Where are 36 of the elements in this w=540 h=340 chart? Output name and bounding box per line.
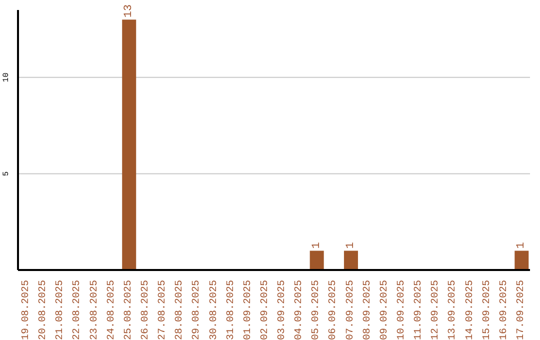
x-tick-label: 05.09.2025 [311, 280, 322, 340]
x-tick-label: 09.09.2025 [379, 280, 390, 340]
x-tick-label: 12.09.2025 [430, 280, 442, 340]
x-tick-label: 02.09.2025 [260, 280, 271, 340]
data-label: 1 [344, 242, 357, 249]
x-tick-label: 28.08.2025 [174, 280, 186, 340]
y-tick-label: 5 [2, 171, 11, 176]
x-tick-label: 23.08.2025 [89, 280, 100, 340]
x-tick-label: 01.09.2025 [242, 280, 254, 340]
x-tick-label: 27.08.2025 [158, 280, 169, 340]
x-tick-label: 08.09.2025 [362, 280, 374, 340]
x-tick-label: 21.08.2025 [55, 280, 66, 340]
x-tick-label: 25.08.2025 [123, 280, 134, 340]
x-tick-label: 31.08.2025 [226, 280, 237, 340]
x-tick-label: 22.08.2025 [72, 280, 84, 340]
x-tick-label: 03.09.2025 [277, 280, 288, 340]
x-tick-label: 20.08.2025 [38, 280, 50, 340]
x-tick-label: 17.09.2025 [516, 280, 527, 340]
data-label: 13 [123, 4, 136, 18]
x-tick-label: 24.08.2025 [106, 280, 118, 340]
x-tick-label: 26.08.2025 [140, 280, 152, 340]
x-tick-label: 04.09.2025 [294, 280, 306, 340]
x-tick-label: 30.08.2025 [208, 280, 220, 340]
data-label: 1 [516, 242, 528, 249]
x-tick-label: 07.09.2025 [345, 280, 356, 340]
y-tick-label: 10 [2, 72, 11, 82]
x-tick-label: 10.09.2025 [396, 280, 408, 340]
x-tick-label: 14.09.2025 [464, 280, 476, 340]
x-tick-label: 19.08.2025 [21, 280, 32, 340]
x-tick-label: 11.09.2025 [414, 280, 425, 340]
x-tick-label: 13.09.2025 [448, 280, 459, 340]
x-tick-label: 15.09.2025 [482, 280, 493, 340]
x-tick-label: 06.09.2025 [328, 280, 340, 340]
data-label: 1 [310, 242, 323, 249]
x-tick-label: 16.09.2025 [498, 280, 510, 340]
x-tick-label: 29.08.2025 [192, 280, 203, 340]
